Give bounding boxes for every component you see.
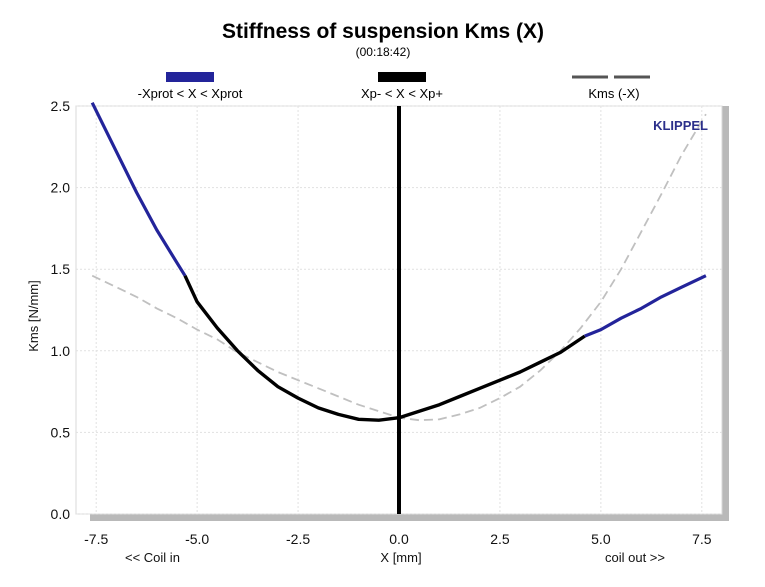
x-axis-label: X [mm] bbox=[380, 550, 421, 565]
x-tick-label: -5.0 bbox=[185, 531, 209, 547]
chart-subtitle: (00:18:42) bbox=[356, 45, 411, 59]
x-tick-label: -2.5 bbox=[286, 531, 310, 547]
x-right-note: coil out >> bbox=[605, 550, 665, 565]
x-tick-label: -7.5 bbox=[84, 531, 108, 547]
x-tick-label: 5.0 bbox=[591, 531, 611, 547]
y-tick-label: 0.0 bbox=[51, 506, 71, 522]
legend: -Xprot < X < Xprot Xp- < X < Xp+ Kms (-X) bbox=[138, 72, 656, 101]
legend-label-xp-x-xp: Xp- < X < Xp+ bbox=[361, 86, 443, 101]
y-tick-label: 1.0 bbox=[51, 343, 71, 359]
series-line-xp-x-xp bbox=[183, 274, 586, 422]
x-left-note: << Coil in bbox=[125, 550, 180, 565]
brand-label: KLIPPEL bbox=[653, 118, 708, 133]
legend-label-xprot-x-xprot: -Xprot < X < Xprot bbox=[138, 86, 243, 101]
x-tick-label: 7.5 bbox=[692, 531, 712, 547]
legend-swatch-xprot-x-xprot bbox=[166, 72, 214, 82]
chart-title: Stiffness of suspension Kms (X) bbox=[222, 20, 544, 43]
y-axis-label: Kms [N/mm] bbox=[26, 280, 41, 352]
y-tick-label: 2.5 bbox=[51, 98, 71, 114]
y-tick-label: 1.5 bbox=[51, 261, 71, 277]
frame-shadow-right bbox=[722, 106, 729, 521]
x-tick-label: 0.0 bbox=[389, 531, 409, 547]
legend-label-kms-x: Kms (-X) bbox=[588, 86, 639, 101]
x-tick-label: 2.5 bbox=[490, 531, 510, 547]
legend-swatch-xp-x-xp bbox=[378, 72, 426, 82]
y-tick-label: 0.5 bbox=[51, 424, 71, 440]
series-line-xprot-x-xprot-left bbox=[90, 101, 187, 277]
plot-area: -7.5 -5.0 -2.5 0.0 2.5 5.0 7.5 0.0 0.5 1.0 1.5 2.0 2… bbox=[51, 98, 729, 547]
series-line-xprot-x-xprot-right bbox=[584, 274, 707, 338]
frame-shadow-bottom bbox=[90, 514, 729, 521]
y-tick-label: 2.0 bbox=[51, 180, 71, 196]
